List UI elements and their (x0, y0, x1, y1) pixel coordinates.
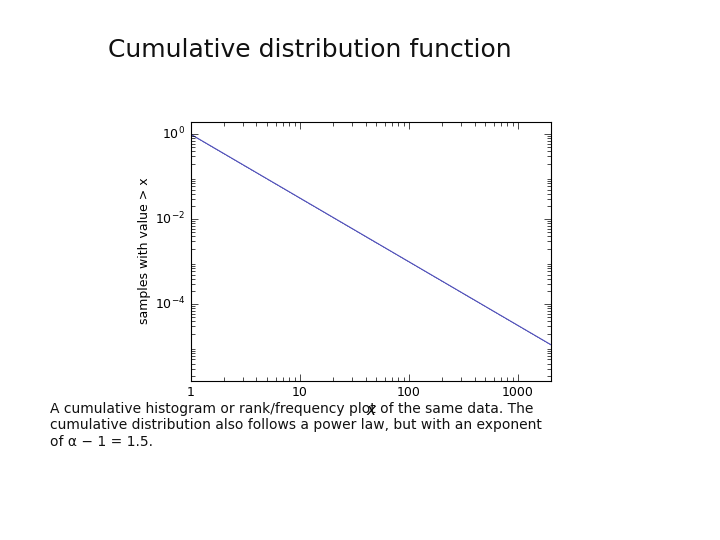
Text: A cumulative histogram or rank/frequency plot of the same data. The
cumulative d: A cumulative histogram or rank/frequency… (50, 402, 542, 449)
Y-axis label: samples with value > x: samples with value > x (138, 178, 150, 325)
X-axis label: x: x (366, 403, 375, 418)
Text: Cumulative distribution function: Cumulative distribution function (108, 38, 511, 62)
